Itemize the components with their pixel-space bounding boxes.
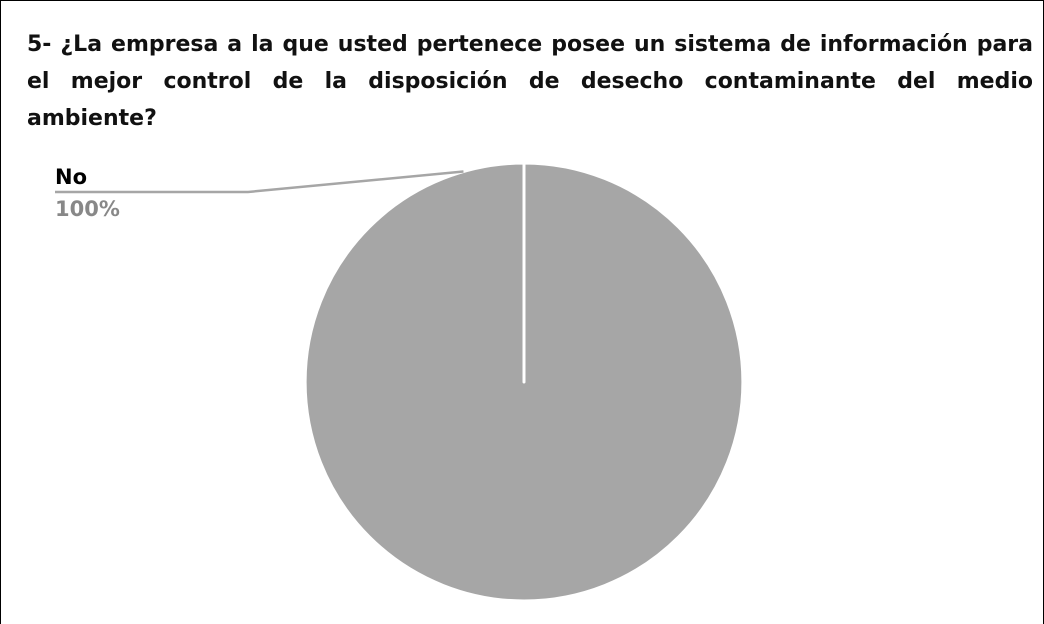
slice-value-label: 100% bbox=[55, 197, 120, 221]
slice-label: No bbox=[55, 165, 87, 189]
pie-slice bbox=[303, 161, 745, 603]
chart-title: 5- ¿La empresa a la que usted pertenece … bbox=[27, 32, 1033, 131]
leader-line bbox=[55, 170, 464, 194]
